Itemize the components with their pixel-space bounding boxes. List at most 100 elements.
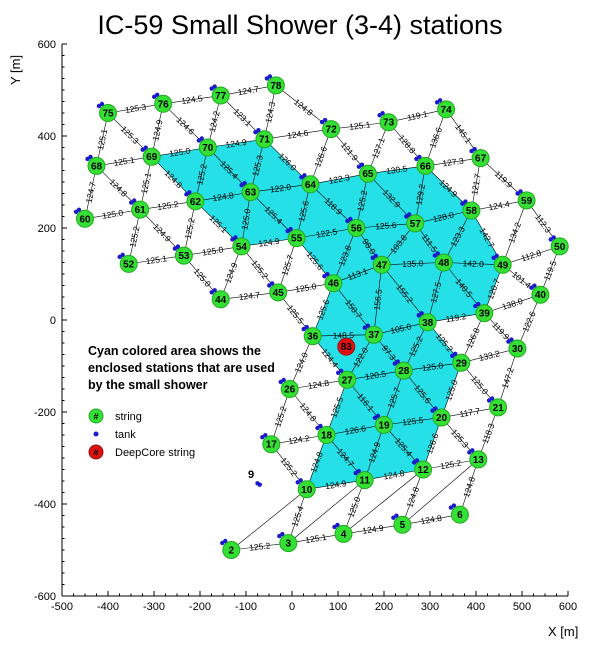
- station-label: 49: [497, 260, 509, 271]
- edge-length-label: 125.1: [95, 128, 109, 151]
- edge-18-19: [326, 424, 385, 436]
- edge-5-12: [402, 469, 424, 525]
- station-label: 45: [273, 288, 285, 299]
- station-44: [211, 290, 230, 309]
- edge-length-label: 126.8: [464, 326, 482, 350]
- tank: [120, 252, 125, 258]
- edge-length-label: 124.9: [223, 261, 240, 285]
- edge-37-38: [373, 322, 428, 336]
- edge-length-label: 124.2: [288, 433, 311, 446]
- tank: [435, 251, 440, 256]
- station-30: [508, 339, 527, 358]
- edge-55-64: [296, 184, 311, 239]
- station-label: 57: [410, 219, 422, 230]
- edge-length-label: 125.1: [145, 253, 168, 266]
- edge-18-27: [326, 379, 348, 436]
- station-label: 48: [438, 258, 450, 269]
- edge-length-label: 125.0: [421, 360, 444, 373]
- station-label: 74: [441, 105, 453, 116]
- edge-52-53: [128, 255, 184, 265]
- tank: [318, 423, 323, 429]
- station-46: [324, 274, 343, 293]
- station-label: 55: [291, 234, 303, 245]
- station-36: [303, 327, 322, 346]
- edge-71-78: [264, 85, 277, 140]
- x-tick-label: 100: [329, 601, 347, 613]
- edge-26-27: [289, 379, 348, 390]
- legend: # string tank # DeepCore string: [88, 408, 195, 460]
- legend-deepcore-symbol: #: [93, 448, 98, 458]
- tank: [551, 235, 556, 240]
- edge-length-label: 124.7: [238, 290, 261, 302]
- edge-length-label: 125.0: [168, 145, 191, 158]
- edge-length-label: 125.0: [101, 207, 124, 220]
- station-20: [432, 408, 451, 427]
- station-label: 58: [466, 206, 478, 217]
- tank: [433, 406, 438, 411]
- edge-28-29: [403, 362, 462, 371]
- edge-73-74: [388, 109, 447, 123]
- edge-length-label: 126.6: [344, 423, 367, 437]
- tank: [509, 337, 514, 342]
- y-tick-label: 0: [50, 315, 56, 327]
- edge-length-label: 125.2: [272, 405, 288, 429]
- station-label: 77: [215, 91, 227, 102]
- station-75: [99, 104, 117, 122]
- edge-length-label: 125.3: [124, 102, 147, 115]
- edge-length-label: 125.1: [349, 119, 372, 131]
- tank: [414, 458, 420, 463]
- edge-69-76: [151, 103, 164, 157]
- edge-45-55: [277, 238, 297, 293]
- station-label: 36: [307, 332, 319, 343]
- tank: [532, 283, 537, 288]
- edge-68-75: [96, 112, 109, 166]
- station-label: 66: [420, 161, 432, 172]
- edge-54-55: [241, 237, 297, 247]
- station-45: [269, 283, 288, 302]
- station-label: 37: [368, 330, 380, 341]
- tank: [281, 377, 286, 383]
- tank: [76, 207, 82, 212]
- station-label: 76: [158, 99, 170, 110]
- edge-length-label: 135.0: [402, 258, 424, 269]
- axes: -500 -400 -300 -200 -100 0 100 200 300 400 500 6006…: [34, 39, 577, 613]
- station-72: [322, 120, 341, 139]
- edge-length-label: 119.5: [542, 259, 559, 282]
- station-label: 72: [326, 125, 338, 136]
- edge-56-57: [356, 223, 416, 229]
- station-label: 68: [91, 161, 103, 172]
- station-70: [198, 138, 217, 157]
- edge-13-21: [478, 407, 499, 460]
- edge-60-61: [84, 209, 141, 220]
- edge-58-59: [471, 200, 527, 211]
- edge-length-label: 124.5: [181, 93, 204, 106]
- tank: [99, 101, 105, 107]
- station-50: [550, 237, 569, 256]
- tank: [233, 235, 238, 240]
- station-label: 12: [418, 465, 430, 476]
- station-label: 69: [146, 152, 158, 163]
- y-tick-label: -200: [34, 407, 56, 419]
- edge-length-label: 138.0: [501, 296, 525, 312]
- edge-38-48: [427, 262, 445, 323]
- edge-length-label: 125.5: [402, 415, 425, 428]
- legend-string-symbol: #: [93, 412, 98, 422]
- station-39: [475, 304, 494, 323]
- station-38: [418, 313, 437, 332]
- station-label: 19: [378, 420, 390, 431]
- station-12: [414, 460, 433, 479]
- edge-length-label: 136.6: [427, 126, 444, 150]
- edge-length-label: 124.3: [263, 101, 277, 124]
- edge-4-12: [343, 469, 424, 535]
- station-label: 71: [259, 135, 271, 146]
- edge-47-48: [381, 262, 444, 266]
- edge-68-69: [96, 156, 152, 167]
- station-13: [469, 450, 488, 469]
- tank: [335, 522, 340, 528]
- edge-length-label: 125.2: [183, 217, 197, 240]
- tank: [394, 513, 399, 518]
- edge-6-13: [459, 459, 479, 515]
- station-label: 59: [521, 196, 533, 207]
- edge-20-29: [441, 362, 462, 418]
